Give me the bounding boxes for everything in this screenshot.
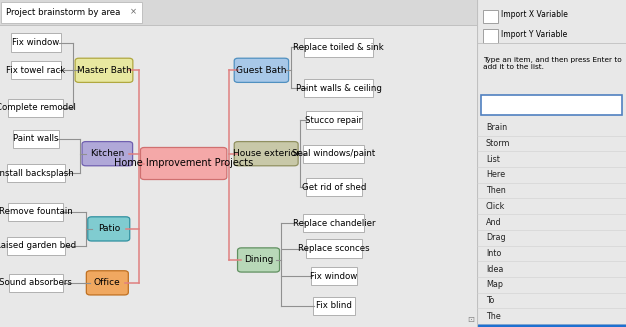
FancyBboxPatch shape	[483, 10, 498, 23]
Text: Patio: Patio	[98, 224, 120, 233]
Text: Install backsplash: Install backsplash	[0, 169, 74, 178]
FancyBboxPatch shape	[237, 248, 280, 272]
Text: Project brainstorm by area: Project brainstorm by area	[6, 8, 120, 17]
FancyBboxPatch shape	[140, 147, 227, 180]
Text: Import X Variable: Import X Variable	[501, 10, 568, 19]
Text: Paint walls & ceiling: Paint walls & ceiling	[295, 84, 382, 93]
FancyBboxPatch shape	[477, 0, 626, 43]
FancyBboxPatch shape	[8, 203, 63, 221]
FancyBboxPatch shape	[304, 214, 364, 232]
FancyBboxPatch shape	[234, 58, 289, 82]
Text: Drag: Drag	[486, 233, 506, 242]
Text: The: The	[486, 312, 501, 321]
FancyBboxPatch shape	[7, 237, 65, 255]
FancyBboxPatch shape	[7, 164, 65, 182]
Text: Replace chandelier: Replace chandelier	[293, 218, 375, 228]
Text: Replace toiled & sink: Replace toiled & sink	[294, 43, 384, 52]
Text: Master Bath: Master Bath	[76, 66, 131, 75]
Text: Fix window: Fix window	[310, 272, 357, 281]
FancyBboxPatch shape	[11, 33, 61, 52]
FancyBboxPatch shape	[481, 95, 622, 115]
FancyBboxPatch shape	[11, 61, 61, 79]
Text: Then: Then	[486, 186, 506, 195]
Text: Here: Here	[486, 170, 505, 180]
Text: Fix window: Fix window	[12, 38, 59, 47]
Text: Idea: Idea	[486, 265, 503, 274]
Text: Dining: Dining	[244, 255, 273, 265]
FancyBboxPatch shape	[304, 38, 373, 57]
Text: Sound absorbers: Sound absorbers	[0, 278, 72, 287]
Text: Storm: Storm	[486, 139, 510, 148]
FancyBboxPatch shape	[88, 217, 130, 241]
Text: ⊡: ⊡	[468, 315, 475, 324]
FancyBboxPatch shape	[477, 324, 626, 327]
Text: Home Improvement Projects: Home Improvement Projects	[114, 159, 254, 168]
FancyBboxPatch shape	[8, 99, 63, 117]
Text: List: List	[486, 155, 500, 164]
FancyBboxPatch shape	[304, 79, 373, 97]
Bar	[0, 0, 477, 25]
Text: Brain: Brain	[486, 123, 507, 132]
Text: Fix towel rack: Fix towel rack	[6, 66, 65, 75]
FancyBboxPatch shape	[234, 142, 298, 166]
FancyBboxPatch shape	[9, 274, 63, 292]
Text: To: To	[486, 296, 495, 305]
Text: Seal windows/paint: Seal windows/paint	[292, 149, 376, 158]
Text: ×: ×	[130, 8, 137, 17]
Text: Raised garden bed: Raised garden bed	[0, 241, 76, 250]
Text: Kitchen: Kitchen	[90, 149, 125, 158]
Text: Get rid of shed: Get rid of shed	[302, 182, 366, 192]
Text: Remove fountain: Remove fountain	[0, 207, 73, 216]
Text: Complete remodel: Complete remodel	[0, 103, 76, 112]
FancyBboxPatch shape	[306, 111, 362, 129]
Text: And: And	[486, 217, 501, 227]
FancyBboxPatch shape	[311, 267, 357, 285]
FancyBboxPatch shape	[86, 271, 128, 295]
FancyBboxPatch shape	[313, 297, 355, 315]
Text: Import Y Variable: Import Y Variable	[501, 30, 567, 39]
FancyBboxPatch shape	[1, 2, 142, 23]
FancyBboxPatch shape	[75, 58, 133, 82]
FancyBboxPatch shape	[305, 239, 362, 258]
FancyBboxPatch shape	[305, 178, 362, 196]
Text: Replace sconces: Replace sconces	[298, 244, 370, 253]
Text: Map: Map	[486, 280, 503, 289]
Text: Stucco repair: Stucco repair	[305, 116, 362, 125]
Text: Fix blind: Fix blind	[316, 301, 352, 310]
Text: Paint walls: Paint walls	[13, 134, 58, 144]
Text: Office: Office	[94, 278, 121, 287]
FancyBboxPatch shape	[82, 142, 133, 166]
FancyBboxPatch shape	[13, 130, 59, 148]
FancyBboxPatch shape	[304, 145, 364, 163]
Text: House exterior: House exterior	[233, 149, 300, 158]
Text: Into: Into	[486, 249, 501, 258]
Text: Click: Click	[486, 202, 505, 211]
Text: Type an item, and then press Enter to add it to the list.: Type an item, and then press Enter to ad…	[483, 57, 622, 70]
FancyBboxPatch shape	[483, 29, 498, 43]
Text: Guest Bath: Guest Bath	[236, 66, 287, 75]
